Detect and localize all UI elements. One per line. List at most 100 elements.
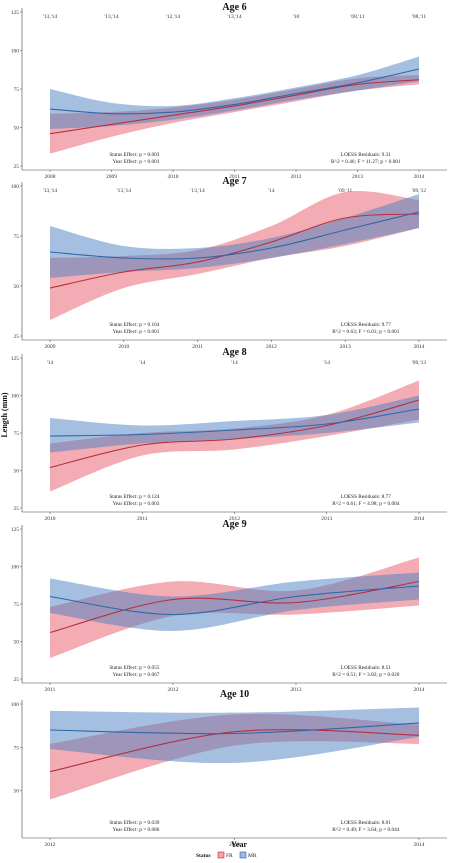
confidence-band-mr: [50, 194, 419, 278]
x-tick-label: 2013: [352, 174, 363, 180]
y-tick-label: 75: [14, 745, 20, 751]
x-tick-label: 2013: [340, 344, 351, 350]
y-tick-label: 25: [14, 677, 20, 683]
top-year-label: '14: [324, 360, 331, 366]
x-tick-label: 2009: [106, 174, 117, 180]
legend-swatch-mr: [239, 851, 247, 859]
y-tick-label: 100: [11, 394, 20, 400]
x-tick-label: 2011: [229, 174, 240, 180]
panel-3: Age 8 25 50 75 100 125 2010 2011 2012 2013 2014 '14…: [11, 347, 447, 522]
series-line-fr: [49, 729, 420, 773]
loess-annotation: LOESS Residuals: 8.77: [341, 494, 392, 500]
loess-annotation: R^2 = 0.46; F = 11.27; p < 0.001: [331, 159, 401, 165]
series-line-fr: [49, 213, 420, 289]
panel-title: Age 9: [222, 519, 246, 530]
y-tick-label: 75: [14, 87, 20, 93]
stats-annotation: Year Effect: p < 0.001: [113, 328, 160, 335]
x-tick-label: 2014: [414, 344, 425, 350]
series-line-mr: [49, 211, 420, 260]
x-tick-label: 2011: [137, 516, 148, 522]
stats-annotation: Status Effect: p = 0.164: [109, 321, 159, 328]
legend-title: Status: [196, 853, 211, 859]
y-tick-label: 50: [14, 469, 20, 475]
y-tick-label: 100: [11, 49, 20, 55]
top-year-label: '08,'11: [412, 14, 426, 20]
loess-annotation: LOESS Residuals: 9.31: [341, 152, 392, 158]
x-tick-label: 2010: [168, 174, 179, 180]
stats-annotation: Year Effect: p = 0.003: [113, 500, 160, 507]
loess-annotation: R^2 = 0.49; F = 3.64; p = 0.044: [332, 827, 400, 833]
top-year-label: '12,'14: [166, 14, 181, 20]
panel-title: Age 6: [222, 2, 246, 13]
panel-2: Age 7 25 50 75 100 2009 2010 2011 2012 2013 2014 '1…: [11, 176, 447, 350]
panel-1: Age 6 25 50 75 100 125 2008 2009 2010 2011 2012 201…: [11, 2, 447, 180]
stats-annotation: Status Effect: p = 0.003: [109, 151, 159, 158]
x-tick-label: 2011: [192, 344, 203, 350]
legend: Status FR MR: [196, 851, 257, 859]
stats-annotation: Status Effect: p = 0.039: [109, 819, 159, 826]
top-year-label: '14: [231, 360, 238, 366]
x-tick-label: 2012: [291, 174, 302, 180]
y-tick-label: 125: [11, 10, 20, 16]
top-year-label: '10: [293, 14, 300, 20]
stats-annotation: Year Effect: p = 0.067: [113, 671, 160, 678]
loess-annotation: R^2 = 0.61; F = 4.98; p = 0.004: [332, 501, 400, 507]
loess-annotation: LOESS Residuals: 8.51: [341, 665, 392, 671]
legend-label: MR: [248, 853, 257, 859]
series-line-mr: [49, 722, 420, 735]
y-tick-label: 50: [14, 789, 20, 795]
top-year-label: '08,'11: [350, 14, 364, 20]
x-tick-label: 2012: [229, 516, 240, 522]
y-tick-label: 75: [14, 602, 20, 608]
y-tick-label: 25: [14, 334, 20, 340]
chart-panels: Age 6 25 50 75 100 125 2008 2009 2010 2011 2012 201…: [11, 2, 447, 848]
x-axis-label: Year: [231, 840, 247, 849]
loess-annotation: LOESS Residuals: 8.01: [341, 820, 392, 826]
loess-annotation: LOESS Residuals: 9.77: [341, 322, 392, 328]
series-line-mr: [49, 408, 420, 437]
y-tick-label: 25: [14, 506, 20, 512]
panel-title: Age 7: [222, 176, 246, 187]
series-line-fr: [49, 580, 420, 634]
confidence-band-mr: [50, 56, 419, 130]
top-year-label: '13,'14: [43, 188, 58, 194]
y-tick-label: 125: [11, 527, 20, 533]
top-year-label: '09,'12: [412, 188, 427, 194]
x-tick-label: 2010: [45, 516, 56, 522]
panel-4: Age 9 25 50 75 100 125 2011 2012 2013 2014 Status …: [11, 519, 447, 693]
top-year-label: '13,'14: [117, 188, 132, 194]
top-year-label: '13,'14: [227, 14, 242, 20]
legend-label: FR: [226, 853, 233, 859]
legend-swatch-fr: [217, 851, 225, 859]
y-tick-label: 50: [14, 640, 20, 646]
y-tick-label: 75: [14, 234, 20, 240]
stats-annotation: Year Effect: p = 0.086: [113, 826, 160, 833]
top-year-label: '14: [47, 360, 54, 366]
x-tick-label: 2012: [266, 344, 277, 350]
confidence-band-mr: [50, 395, 419, 453]
y-tick-label: 100: [11, 702, 20, 708]
panel-title: Age 10: [220, 689, 249, 700]
stats-annotation: Status Effect: p = 0.055: [109, 664, 159, 671]
top-year-label: '14: [139, 360, 146, 366]
x-tick-label: 2013: [321, 516, 332, 522]
x-tick-label: 2014: [414, 516, 425, 522]
x-tick-label: 2014: [414, 174, 425, 180]
x-tick-label: 2012: [168, 687, 179, 693]
y-tick-label: 125: [11, 356, 20, 362]
x-tick-label: 2014: [414, 842, 425, 848]
panel-5: Age 10 50 75 100 2012 2013 2014 Status Effect: …: [11, 689, 447, 848]
series-line-mr: [49, 68, 420, 115]
x-tick-label: 2014: [414, 687, 425, 693]
series-line-fr: [49, 399, 420, 469]
y-tick-label: 50: [14, 126, 20, 132]
x-tick-label: 2010: [118, 344, 129, 350]
y-axis-label: Length (mm): [0, 392, 9, 437]
x-tick-label: 2012: [45, 842, 56, 848]
top-year-label: '09,'13: [412, 360, 427, 366]
x-tick-label: 2013: [291, 687, 302, 693]
y-tick-label: 75: [14, 431, 20, 437]
x-tick-label: 2008: [45, 174, 56, 180]
stats-annotation: Year Effect: p < 0.001: [113, 158, 160, 165]
y-tick-label: 100: [11, 565, 20, 571]
